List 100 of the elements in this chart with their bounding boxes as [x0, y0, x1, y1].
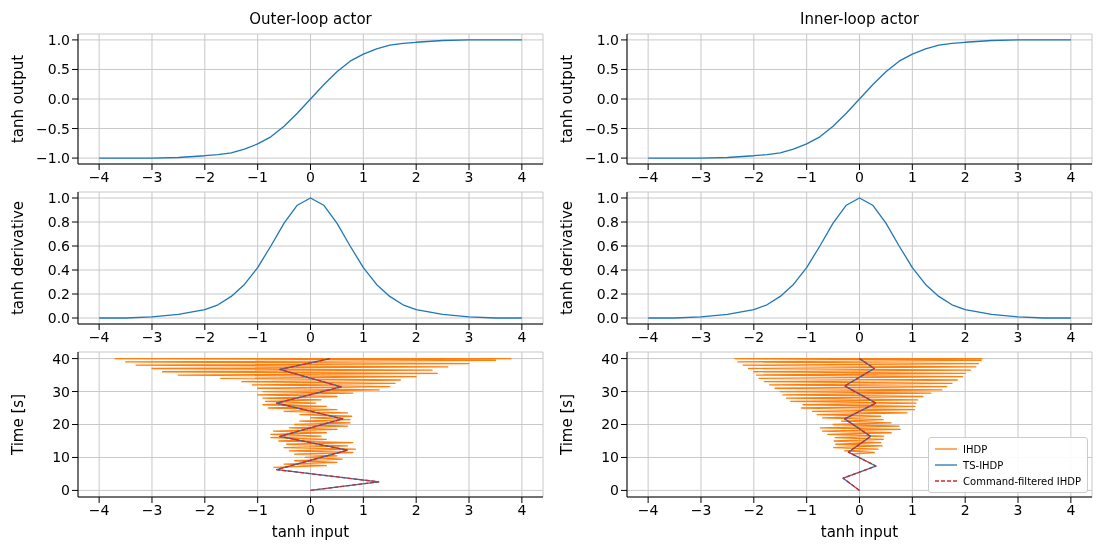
- x-tick-label: −1: [247, 501, 268, 518]
- line-series: [276, 357, 380, 492]
- y-tick-label: 0.8: [47, 213, 70, 230]
- x-tick-label: 0: [306, 328, 315, 345]
- x-tick-label: −4: [637, 168, 659, 185]
- x-tick-label: 2: [411, 501, 421, 518]
- y-tick-label: 10: [52, 449, 70, 466]
- y-tick-label: 0.4: [47, 261, 71, 278]
- y-tick-label: 0.5: [596, 61, 619, 78]
- x-tick-label: −2: [743, 501, 765, 518]
- y-tick-label: 10: [601, 449, 619, 466]
- x-tick-label: 3: [464, 168, 474, 185]
- y-tick-label: 0.5: [47, 61, 70, 78]
- y-axis-title: tanh output: [558, 54, 577, 144]
- y-tick-label: 0.8: [596, 213, 619, 230]
- line-series: [98, 39, 523, 159]
- x-tick-label: 1: [907, 501, 917, 518]
- x-tick-label: −1: [247, 168, 268, 185]
- x-tick-label: 3: [464, 328, 474, 345]
- y-axis-title: tanh output: [9, 54, 28, 144]
- x-tick-label: 1: [358, 168, 368, 185]
- x-tick-label: 2: [411, 168, 421, 185]
- x-tick-label: 4: [1066, 328, 1076, 345]
- y-tick-label: 0.2: [47, 285, 70, 302]
- y-axis-title: tanh derivative: [558, 200, 577, 316]
- x-tick-label: 1: [907, 328, 917, 345]
- x-tick-label: 3: [464, 501, 474, 518]
- x-tick-label: 2: [411, 328, 421, 345]
- x-tick-label: 1: [907, 168, 917, 185]
- x-tick-label: −1: [796, 501, 817, 518]
- x-tick-label: 0: [855, 168, 864, 185]
- y-tick-label: 1.0: [596, 189, 619, 206]
- y-tick-label: 20: [52, 416, 70, 433]
- x-tick-label: −2: [194, 168, 216, 185]
- x-tick-label: −2: [194, 328, 216, 345]
- x-tick-label: 4: [517, 168, 527, 185]
- y-tick-label: 0: [610, 482, 619, 499]
- line-series: [842, 357, 877, 492]
- y-axis-title: Time [s]: [9, 394, 28, 456]
- legend-label: TS-IHDP: [963, 459, 1004, 471]
- y-tick-label: 40: [601, 350, 619, 367]
- x-tick-label: −2: [743, 168, 765, 185]
- x-axis-title: tanh input: [271, 523, 350, 541]
- y-tick-label: 1.0: [47, 31, 70, 48]
- y-tick-label: 0.2: [596, 285, 619, 302]
- y-tick-label: 0.0: [47, 309, 70, 326]
- legend-label: IHDP: [963, 443, 988, 455]
- x-tick-label: 1: [358, 501, 368, 518]
- y-tick-label: 0.4: [596, 261, 620, 278]
- y-tick-label: 1.0: [596, 31, 619, 48]
- x-tick-label: −3: [141, 168, 163, 185]
- y-tick-label: 0.0: [596, 90, 619, 107]
- x-tick-label: 2: [960, 168, 970, 185]
- x-tick-label: 4: [1066, 168, 1076, 185]
- x-tick-label: −2: [743, 328, 765, 345]
- x-tick-label: −3: [141, 328, 163, 345]
- y-tick-label: 40: [52, 350, 70, 367]
- x-tick-label: −3: [690, 501, 712, 518]
- chart-title: Inner-loop actor: [799, 9, 920, 30]
- x-tick-label: −3: [690, 328, 712, 345]
- y-axis-title: tanh derivative: [9, 200, 28, 316]
- y-tick-label: 0.0: [596, 309, 619, 326]
- x-tick-label: 4: [517, 328, 527, 345]
- x-tick-label: −2: [194, 501, 216, 518]
- x-tick-label: −4: [637, 501, 659, 518]
- y-tick-label: 0: [61, 482, 70, 499]
- y-tick-label: 20: [601, 416, 619, 433]
- x-tick-label: −1: [247, 328, 268, 345]
- x-axis-title: tanh input: [820, 523, 899, 541]
- x-tick-label: 4: [1066, 501, 1076, 518]
- line-series: [98, 197, 523, 319]
- y-tick-label: 0.6: [596, 237, 620, 254]
- y-tick-label: 1.0: [47, 189, 70, 206]
- line-series: [647, 197, 1072, 319]
- x-tick-label: −1: [796, 328, 817, 345]
- legend-label: Command-filtered IHDP: [963, 475, 1081, 487]
- x-tick-label: 4: [517, 501, 527, 518]
- y-tick-label: 30: [601, 383, 619, 400]
- y-tick-label: −1.0: [36, 150, 70, 167]
- line-series: [114, 357, 512, 468]
- x-tick-label: 2: [960, 501, 970, 518]
- y-axis-title: Time [s]: [558, 394, 577, 456]
- x-tick-label: 2: [960, 328, 970, 345]
- x-tick-label: 1: [358, 328, 368, 345]
- y-tick-label: 30: [52, 383, 70, 400]
- x-tick-label: 0: [855, 501, 864, 518]
- y-tick-label: −0.5: [585, 120, 619, 137]
- x-tick-label: −4: [88, 328, 110, 345]
- y-tick-label: 0.6: [47, 237, 71, 254]
- y-tick-label: −1.0: [585, 150, 619, 167]
- x-tick-label: 0: [855, 328, 864, 345]
- x-tick-label: −3: [141, 501, 163, 518]
- x-tick-label: 0: [306, 501, 315, 518]
- x-tick-label: −4: [637, 328, 659, 345]
- x-tick-label: 0: [306, 168, 315, 185]
- chart-title: Outer-loop actor: [248, 9, 373, 30]
- x-tick-label: 3: [1013, 501, 1023, 518]
- y-tick-label: 0.0: [47, 90, 70, 107]
- x-tick-label: −4: [88, 501, 110, 518]
- x-tick-label: −4: [88, 168, 110, 185]
